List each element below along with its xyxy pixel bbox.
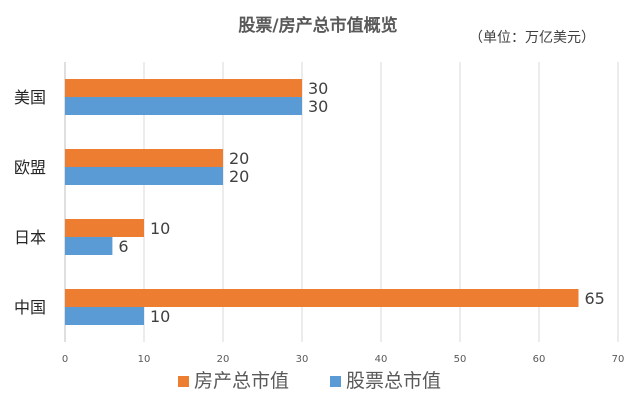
- bar-股票总市值-日本: [65, 237, 113, 255]
- legend-swatch: [330, 376, 341, 387]
- data-label: 10: [150, 219, 170, 238]
- data-label: 6: [118, 237, 128, 256]
- x-tick-label: 60: [533, 354, 546, 365]
- bar-房产总市值-欧盟: [65, 149, 223, 167]
- category-label: 中国: [14, 298, 46, 317]
- data-label: 30: [308, 97, 328, 116]
- category-label: 欧盟: [14, 158, 46, 177]
- bar-股票总市值-欧盟: [65, 167, 223, 185]
- x-tick-label: 40: [375, 354, 388, 365]
- data-label: 30: [308, 79, 328, 98]
- x-tick-label: 70: [612, 354, 625, 365]
- data-label: 65: [585, 289, 605, 308]
- x-tick-label: 30: [296, 354, 309, 365]
- data-label: 20: [229, 167, 249, 186]
- bar-股票总市值-美国: [65, 97, 302, 115]
- unit-note: （单位：万亿美元）: [469, 30, 595, 46]
- x-tick-label: 50: [454, 354, 467, 365]
- category-label: 日本: [14, 228, 46, 247]
- data-label: 10: [150, 307, 170, 326]
- legend-swatch: [178, 376, 189, 387]
- bar-房产总市值-美国: [65, 79, 302, 97]
- x-tick-label: 10: [138, 354, 151, 365]
- bar-股票总市值-中国: [65, 307, 144, 325]
- chart-title: 股票/房产总市值概览: [238, 15, 397, 36]
- data-label: 20: [229, 149, 249, 168]
- x-tick-label: 0: [62, 354, 68, 365]
- legend: 房产总市值 股票总市值: [178, 370, 441, 392]
- category-label: 美国: [14, 88, 46, 107]
- bar-房产总市值-日本: [65, 219, 144, 237]
- bar-房产总市值-中国: [65, 289, 579, 307]
- x-tick-label: 20: [217, 354, 230, 365]
- legend-label: 股票总市值: [346, 370, 441, 392]
- legend-label: 房产总市值: [194, 370, 289, 392]
